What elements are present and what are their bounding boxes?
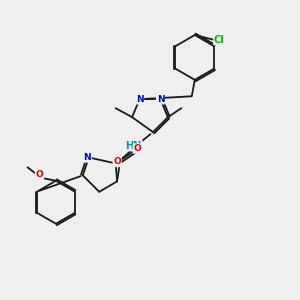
Text: N: N xyxy=(157,95,164,104)
Text: O: O xyxy=(36,170,43,179)
Text: N: N xyxy=(136,95,143,104)
Text: N: N xyxy=(83,153,91,162)
Text: HN: HN xyxy=(125,140,142,151)
Text: O: O xyxy=(113,158,121,166)
Text: O: O xyxy=(133,144,141,153)
Text: Cl: Cl xyxy=(214,34,225,44)
